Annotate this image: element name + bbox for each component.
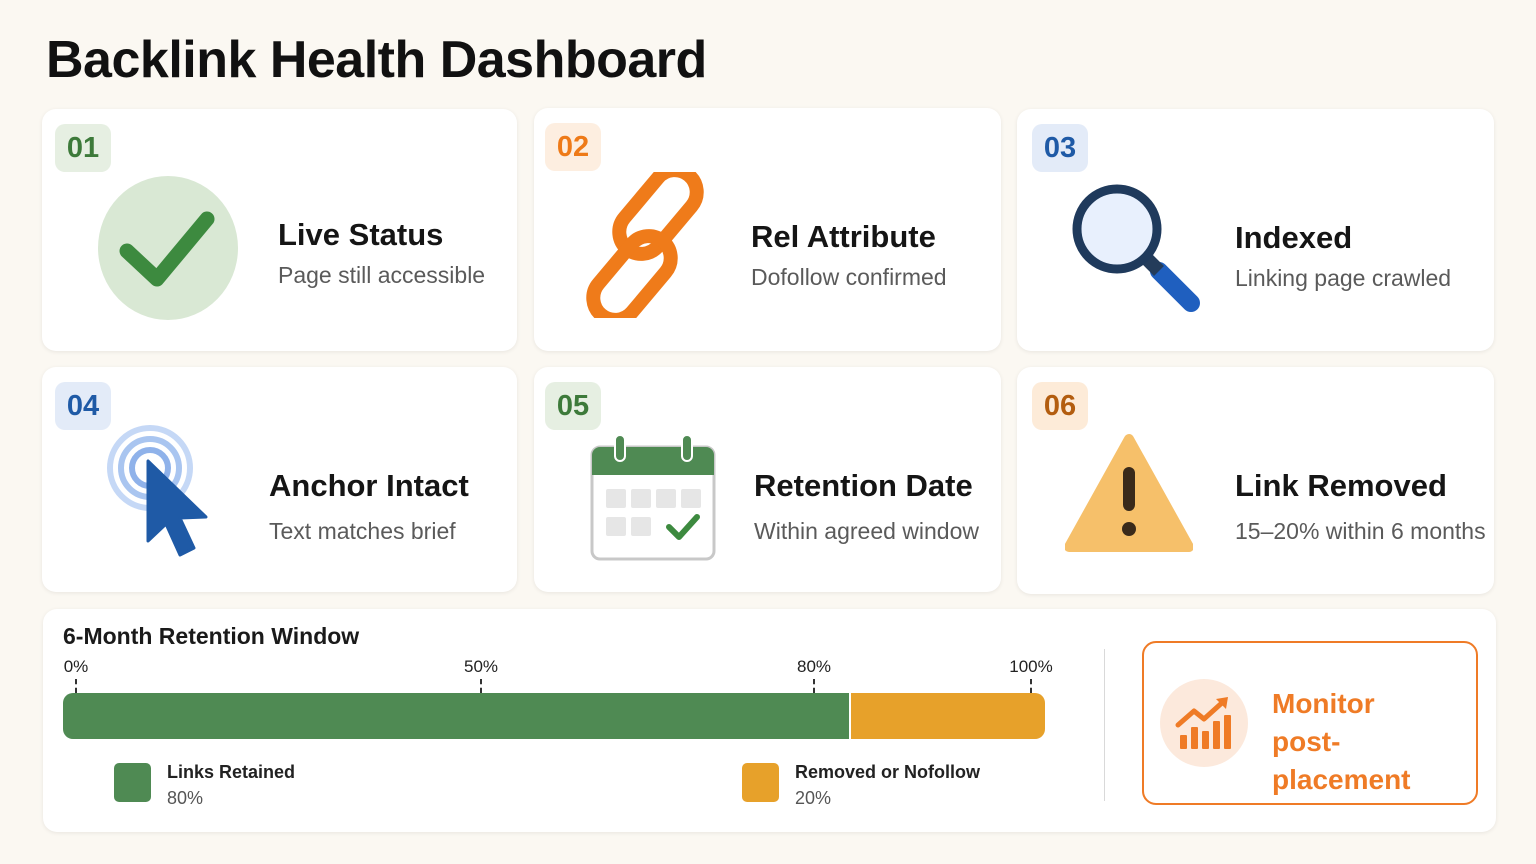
divider <box>1104 649 1105 801</box>
legend-swatch-removed <box>742 763 779 802</box>
tick-label: 50% <box>463 657 499 676</box>
monitor-line-2: post-placement <box>1272 726 1411 795</box>
check-circle-icon <box>98 176 238 320</box>
monitor-callout: Monitor post-placement <box>1142 641 1478 805</box>
legend-swatch-retained <box>114 763 151 802</box>
retention-title: 6-Month Retention Window <box>63 623 360 649</box>
card-number: 05 <box>545 382 601 430</box>
legend-removed-label: Removed or Nofollow <box>795 762 981 782</box>
tick-label: 100% <box>1009 657 1053 676</box>
warning-triangle-icon <box>1065 434 1193 552</box>
tick-mark <box>75 679 77 693</box>
card-link-removed: 06 Link Removed 15–20% within 6 months <box>1017 367 1494 594</box>
card-title: Indexed <box>1235 220 1353 255</box>
link-chain-icon <box>586 172 704 318</box>
card-number: 01 <box>55 124 111 172</box>
tick-label: 80% <box>796 657 832 676</box>
card-title: Retention Date <box>754 468 973 503</box>
chart-trend-up-icon <box>1175 697 1231 749</box>
card-number: 06 <box>1032 382 1088 430</box>
removed-segment <box>848 693 1045 739</box>
card-number: 03 <box>1032 124 1088 172</box>
card-subtitle: 15–20% within 6 months <box>1235 518 1486 544</box>
magnifier-icon <box>1072 184 1200 312</box>
monitor-line-1: Monitor <box>1272 688 1375 719</box>
legend-removed-value: 20% <box>795 788 832 808</box>
page-title: Backlink Health Dashboard <box>46 31 707 89</box>
legend-retained-label: Links Retained <box>167 762 296 782</box>
card-subtitle: Within agreed window <box>754 518 980 544</box>
retained-segment <box>63 693 849 739</box>
card-anchor-intact: 04 Anchor Intact Text matches brief <box>42 367 517 592</box>
retention-bar <box>63 693 1045 739</box>
card-title: Anchor Intact <box>269 468 469 503</box>
card-title: Link Removed <box>1235 468 1447 503</box>
retention-panel: 6-Month Retention Window 0% 50% 80% 100%… <box>43 609 1496 832</box>
card-number: 04 <box>55 382 111 430</box>
card-indexed: 03 Indexed Linking page crawled <box>1017 109 1494 351</box>
tick-mark <box>480 679 482 693</box>
tick-mark <box>1030 679 1032 693</box>
tick-label: 0% <box>63 657 89 676</box>
card-subtitle: Linking page crawled <box>1235 265 1452 291</box>
calendar-check-icon <box>590 434 716 561</box>
card-subtitle: Page still accessible <box>278 262 486 288</box>
monitor-icon-bg <box>1160 679 1248 767</box>
tick-mark <box>813 679 815 693</box>
card-number: 02 <box>545 123 601 171</box>
card-rel-attribute: 02 Rel Attribute Dofollow confirmed <box>534 108 1001 351</box>
card-retention-date: 05 Retention Date Within agreed window <box>534 367 1001 592</box>
legend-retained-value: 80% <box>167 788 204 808</box>
card-title: Live Status <box>278 217 444 252</box>
card-live-status: 01 Live Status Page still accessible <box>42 109 517 351</box>
card-subtitle: Text matches brief <box>269 518 456 544</box>
monitor-text: Monitor post-placement <box>1272 685 1476 799</box>
card-subtitle: Dofollow confirmed <box>751 264 947 290</box>
cursor-click-icon <box>107 425 208 557</box>
card-title: Rel Attribute <box>751 219 936 254</box>
